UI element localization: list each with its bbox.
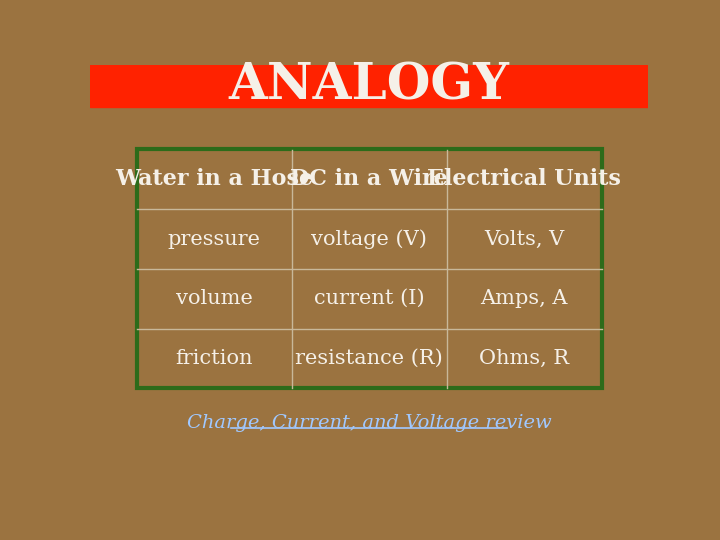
Text: voltage (V): voltage (V) bbox=[311, 229, 427, 249]
Text: resistance (R): resistance (R) bbox=[295, 349, 443, 368]
Text: ANALOGY: ANALOGY bbox=[228, 62, 510, 111]
Text: DC in a Wire: DC in a Wire bbox=[290, 168, 448, 190]
Text: Ohms, R: Ohms, R bbox=[479, 349, 569, 368]
Text: Charge, Current, and Voltage review: Charge, Current, and Voltage review bbox=[186, 414, 552, 432]
Bar bbox=[90, 65, 648, 107]
Text: Amps, A: Amps, A bbox=[480, 289, 568, 308]
Text: friction: friction bbox=[175, 349, 253, 368]
Text: volume: volume bbox=[176, 289, 253, 308]
Text: Volts, V: Volts, V bbox=[484, 230, 564, 248]
Bar bbox=[137, 150, 601, 388]
Text: Electrical Units: Electrical Units bbox=[427, 168, 621, 190]
Text: pressure: pressure bbox=[168, 230, 261, 248]
Text: Water in a Hose: Water in a Hose bbox=[115, 168, 313, 190]
Text: current (I): current (I) bbox=[314, 289, 424, 308]
